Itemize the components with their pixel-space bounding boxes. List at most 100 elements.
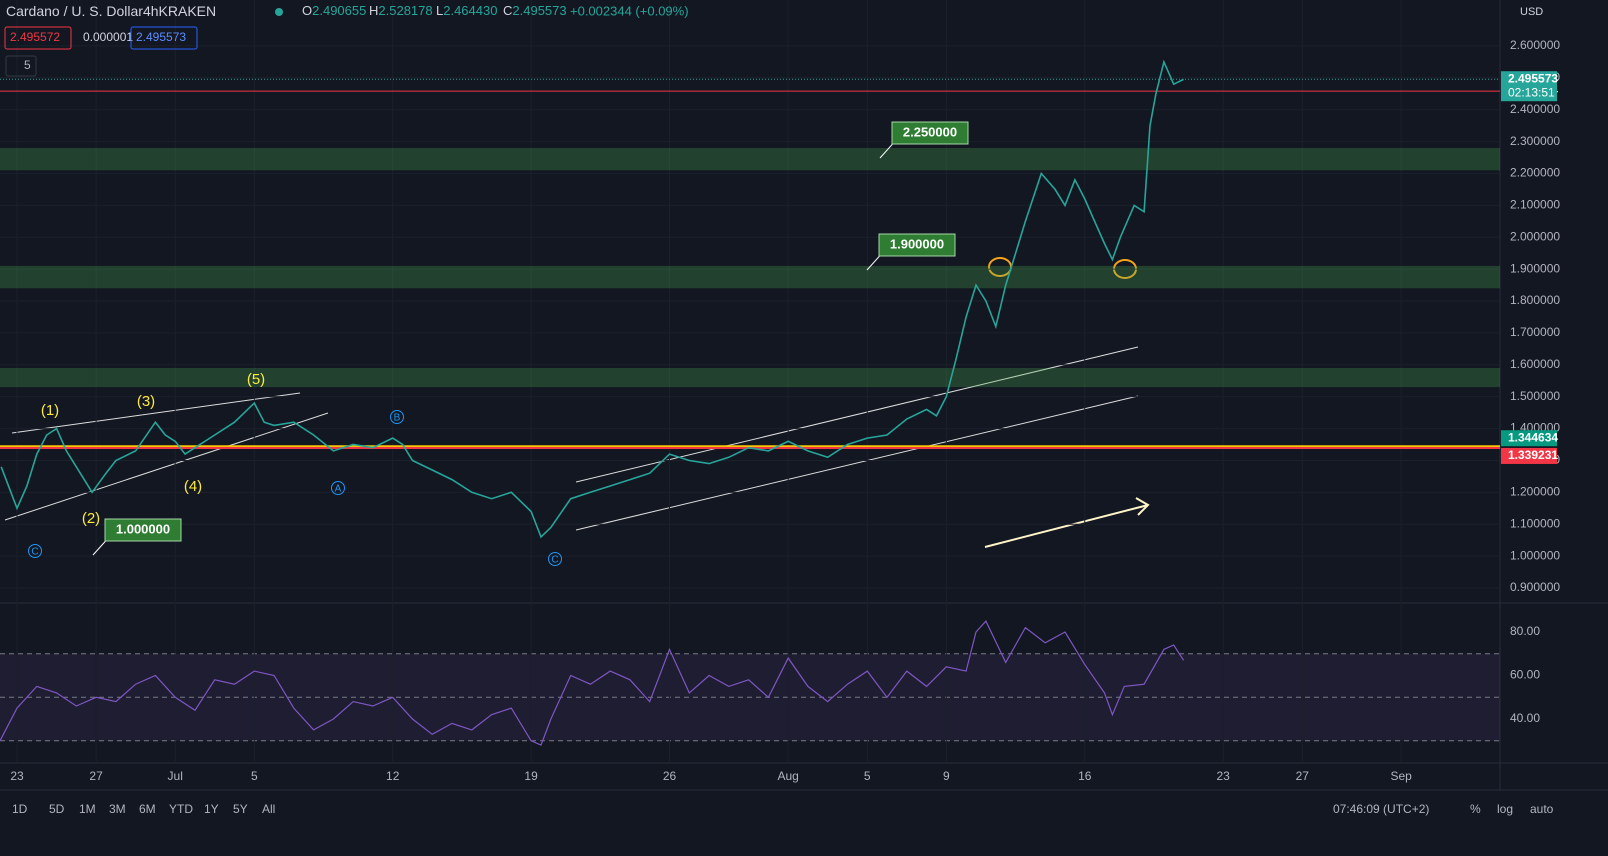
y-tick-label: 1.800000 [1510,293,1560,307]
rsi-tick-label: 80.00 [1510,624,1540,638]
ohlc: L2.464430 [436,3,497,18]
x-tick-label: Aug [777,769,798,783]
scale-option[interactable]: % [1470,802,1481,816]
quote-box [4,26,72,50]
note-box [891,121,969,145]
x-tick-label: 23 [10,769,24,783]
x-tick-label: 16 [1078,769,1092,783]
clock: 07:46:09 (UTC+2) [1333,802,1429,816]
wave-label: (2) [82,510,100,527]
ohlc-value: 2.490655 [312,3,366,18]
x-tick-label: 26 [663,769,677,783]
x-tick-label: 23 [1216,769,1230,783]
arrow-head [1135,497,1150,516]
indicator-toggle[interactable] [5,55,37,77]
y-tick-label: 1.200000 [1510,485,1560,499]
x-tick-label: Jul [168,769,183,783]
zone [0,265,1500,289]
wave-label: (5) [247,371,265,388]
note-box [104,518,182,542]
price-tag-label: 1.344634 [1508,430,1558,444]
y-tick-label: 2.200000 [1510,166,1560,180]
wave-label: C [31,547,38,558]
x-tick-label: Sep [1390,769,1412,783]
wave-label: (3) [137,393,155,410]
status-dot [275,8,283,16]
price-tag-label: 1.339231 [1508,448,1558,462]
y-tick-label: 1.900000 [1510,261,1560,275]
y-tick-label: 1.600000 [1510,357,1560,371]
price-tag [1501,447,1557,464]
indicator-count: 5 [24,58,31,72]
zone [0,147,1500,171]
wave-circle [331,481,345,495]
y-tick-label: 2.400000 [1510,102,1560,116]
ohlc-value: 2.464430 [443,3,497,18]
range-button[interactable]: 5Y [233,802,248,816]
wave-label: (4) [184,478,202,495]
countdown: 02:13:51 [1508,85,1555,99]
last-tag-label: 2.495573 [1508,71,1558,85]
symbol: Cardano / U. S. Dollar [6,3,143,19]
wave-label: C [551,555,558,566]
ohlc-key: C [503,3,512,18]
wave-circle [548,552,562,566]
quote-value: 0.000001 [83,30,133,44]
ohlc-key: L [436,3,443,18]
x-tick-label: 5 [251,769,258,783]
range-button[interactable]: 5D [49,802,65,816]
price-tag [1501,430,1557,447]
range-button[interactable]: All [262,802,275,816]
price-line [0,59,1184,539]
note-label: 1.000000 [116,521,170,536]
rsi-line [0,620,1185,746]
header-title: Cardano / U. S. Dollar4hKRAKEN [6,3,216,19]
y-tick-label: 1.500000 [1510,389,1560,403]
range-button[interactable]: 6M [139,802,156,816]
rsi-tick-label: 40.00 [1510,711,1540,725]
range-button[interactable]: 1D [12,802,28,816]
range-button[interactable]: 1Y [204,802,219,816]
arrow [984,504,1149,548]
x-tick-label: 5 [864,769,871,783]
scale-option[interactable]: log [1497,802,1513,816]
y-tick-label: 2.300000 [1510,134,1560,148]
ohlc: H2.528178 [369,3,433,18]
currency[interactable]: USD [1520,6,1543,18]
ohlc-value: 2.528178 [378,3,432,18]
wave-circle [28,544,42,558]
quote-value: 2.495572 [10,30,60,44]
interval: 4h [143,3,159,19]
wave-label: B [394,413,401,424]
change: +0.002344 (+0.09%) [570,3,689,18]
ohlc-key: O [302,3,312,18]
trend-line [4,412,329,521]
y-tick-label: 2.100000 [1510,198,1560,212]
quote-value: 2.495573 [136,30,186,44]
quote-box [130,26,198,50]
note-label: 1.900000 [890,236,944,251]
trend-line [11,392,301,434]
y-tick-label: 1.700000 [1510,325,1560,339]
x-tick-label: 27 [1296,769,1310,783]
wave-label: (1) [41,402,59,419]
note-box [878,233,956,257]
x-tick-label: 12 [386,769,400,783]
last-tag [1501,71,1557,102]
range-button[interactable]: 3M [109,802,126,816]
y-tick-label: 2.000000 [1510,229,1560,243]
wave-label: A [335,484,342,495]
zone [0,367,1500,388]
y-tick-label: 1.000000 [1510,548,1560,562]
rsi-tick-label: 60.00 [1510,668,1540,682]
note-label: 2.250000 [903,124,957,139]
x-tick-label: 27 [89,769,103,783]
x-tick-label: 19 [524,769,538,783]
ohlc-value: 2.495573 [512,3,566,18]
ohlc: O2.490655 [302,3,366,18]
range-button[interactable]: YTD [169,802,193,816]
y-tick-label: 1.100000 [1510,516,1560,530]
scale-option[interactable]: auto [1530,802,1554,816]
range-button[interactable]: 1M [79,802,96,816]
